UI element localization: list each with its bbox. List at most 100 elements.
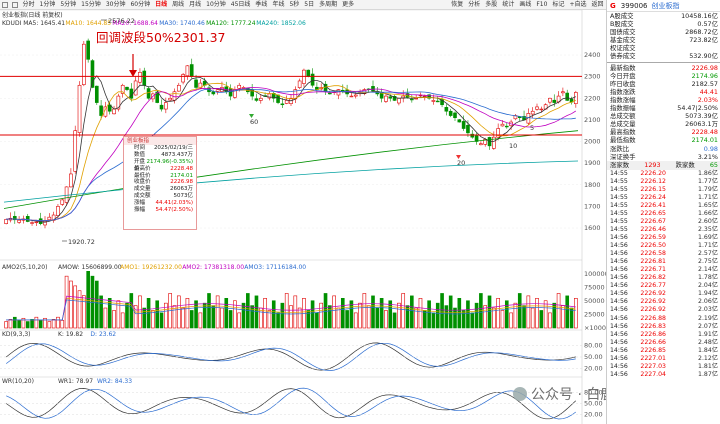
period-tab[interactable]: 分时 xyxy=(22,1,35,8)
period-tab[interactable]: 30分钟 xyxy=(105,1,126,8)
period-tab[interactable]: 多周期 xyxy=(319,1,338,8)
tick-price: 2226.92 xyxy=(640,290,666,298)
wr-axis-label: 20.00 xyxy=(584,411,603,419)
period-tab[interactable]: 月线 xyxy=(189,1,202,8)
volume-axis-label: 100000 xyxy=(584,270,606,278)
candle xyxy=(168,97,172,101)
tick-time: 14:55 xyxy=(610,169,628,177)
ma-line xyxy=(6,88,576,222)
toolbar-action[interactable]: 多股 xyxy=(485,1,498,8)
period-tab[interactable]: 10分钟 xyxy=(206,1,226,8)
toolbar-action[interactable]: 返回 xyxy=(591,1,604,8)
candle xyxy=(90,60,95,88)
volume-bar xyxy=(444,305,449,329)
tick-row: 14:56 2226.92 2.03亿 xyxy=(607,306,720,314)
price-axis-label: 1600 xyxy=(584,224,601,232)
volume-bar xyxy=(487,295,492,329)
back-icon[interactable] xyxy=(2,1,8,8)
ma-line xyxy=(6,75,576,223)
candle xyxy=(60,199,65,205)
tooltip-key: 最低价 xyxy=(134,172,151,179)
volume-bar xyxy=(345,310,349,329)
index-name[interactable]: 创业板指 xyxy=(651,1,680,10)
quote-label: 今日开盘 xyxy=(610,71,636,80)
candle xyxy=(401,95,406,99)
price-axis-label: 2200 xyxy=(584,94,601,102)
wr-axis-label: 80.00 xyxy=(584,388,603,396)
tooltip-key: 涨幅 xyxy=(134,200,146,207)
volume-bar xyxy=(565,295,570,329)
volume-bar xyxy=(64,275,69,329)
toolbar-action[interactable]: 统计 xyxy=(502,1,515,8)
period-tab[interactable]: 15分钟 xyxy=(81,1,101,8)
quote-row: 基金成交 723.82亿 xyxy=(607,36,720,44)
tick-row: 14:56 2227.04 1.87亿 xyxy=(607,371,720,379)
quote-row: 最低指数 2174.01 xyxy=(607,136,720,144)
volume-bar xyxy=(12,316,17,329)
indicator-label[interactable]: WR(10,20) xyxy=(2,378,34,385)
high-price-marker: 2576.22 xyxy=(108,17,135,25)
tick-price: 2226.12 xyxy=(640,177,666,185)
index-code: 399006 xyxy=(620,1,648,10)
period-tab[interactable]: 45日线 xyxy=(230,1,251,8)
toolbar-action[interactable]: 画线 xyxy=(519,1,532,8)
volume-bar xyxy=(47,321,52,329)
tick-time: 14:55 xyxy=(610,177,628,185)
volume-bar xyxy=(297,307,302,329)
quote-label: B股成交 xyxy=(610,20,634,29)
candle xyxy=(552,99,557,103)
candle xyxy=(69,173,73,188)
tooltip-key: 数值 xyxy=(134,151,146,158)
period-tab[interactable]: 周线 xyxy=(172,1,185,8)
quote-label: 涨跌比 xyxy=(610,144,630,153)
volume-bar xyxy=(470,312,475,329)
candle xyxy=(112,108,116,115)
quote-row: 指数涨跌 44.41 xyxy=(607,88,720,96)
period-tab[interactable]: 季线 xyxy=(255,1,268,8)
volume-bar xyxy=(258,307,263,329)
toolbar-action[interactable]: 恢复 xyxy=(451,1,464,8)
period-tab[interactable]: 5日 xyxy=(304,1,315,8)
period-tab[interactable]: 日线 xyxy=(155,1,168,8)
moving-average-lines xyxy=(3,75,579,223)
period-tab[interactable]: 1分钟 xyxy=(39,1,56,8)
quote-label: 总成交额 xyxy=(610,112,636,121)
tick-row: 14:56 2226.88 2.19亿 xyxy=(607,315,720,323)
quote-row: 总成交额 5073.39亿 xyxy=(607,112,720,120)
toolbar-action[interactable]: 标记 xyxy=(552,1,565,8)
tooltip-key: 成交额 xyxy=(134,193,151,200)
quote-label: A股成交 xyxy=(610,12,634,20)
candle xyxy=(384,95,388,102)
volume-bar xyxy=(228,310,233,329)
ma-line xyxy=(3,130,579,209)
period-tab[interactable]: 60分钟 xyxy=(130,1,151,8)
tooltip-row: 振幅 54.47(2.50%) xyxy=(124,207,196,214)
candle xyxy=(444,107,449,112)
tick-amount: 2.19亿 xyxy=(698,314,718,322)
forward-icon[interactable] xyxy=(12,1,18,8)
volume-bar xyxy=(366,305,371,329)
volume-bar xyxy=(263,297,267,329)
period-tab[interactable]: 更多 xyxy=(342,1,355,8)
volume-bar xyxy=(164,302,168,329)
volume-bar xyxy=(504,300,509,329)
toolbar-action[interactable]: 分析 xyxy=(468,1,481,8)
volume-bar xyxy=(202,302,207,329)
candle-info-tooltip: 创业板指 时间 2025/02/19/三 数值 4873.437万 开盘价 2174.96… xyxy=(123,136,197,230)
horizontal-resistance-lines xyxy=(0,75,582,136)
period-tab[interactable]: 5秒 xyxy=(289,1,300,8)
volume-bar xyxy=(384,310,388,329)
toolbar-action[interactable]: +自选 xyxy=(569,1,587,8)
tick-price: 2226.41 xyxy=(640,201,666,209)
kline-chart-area[interactable]: 2400 2300 2200 2100 2000 1900 1800 1700 1600 1000… xyxy=(0,10,606,424)
candle xyxy=(185,65,190,77)
volume-bar xyxy=(207,293,211,329)
indicator-label[interactable]: AMO2(5,10,20) xyxy=(2,264,47,271)
volume-bar xyxy=(224,297,229,329)
tick-list[interactable]: 14:55 2226.20 1.86亿 14:55 2226.12 1.77亿 14:55 2… xyxy=(607,170,720,379)
period-tab[interactable]: 5分钟 xyxy=(60,1,77,8)
quote-value: 723.82亿 xyxy=(689,36,718,45)
indicator-label[interactable]: KD(9,3,3) xyxy=(2,331,31,338)
period-tab[interactable]: 年线 xyxy=(272,1,285,8)
toolbar-action[interactable]: F10 xyxy=(536,1,548,8)
